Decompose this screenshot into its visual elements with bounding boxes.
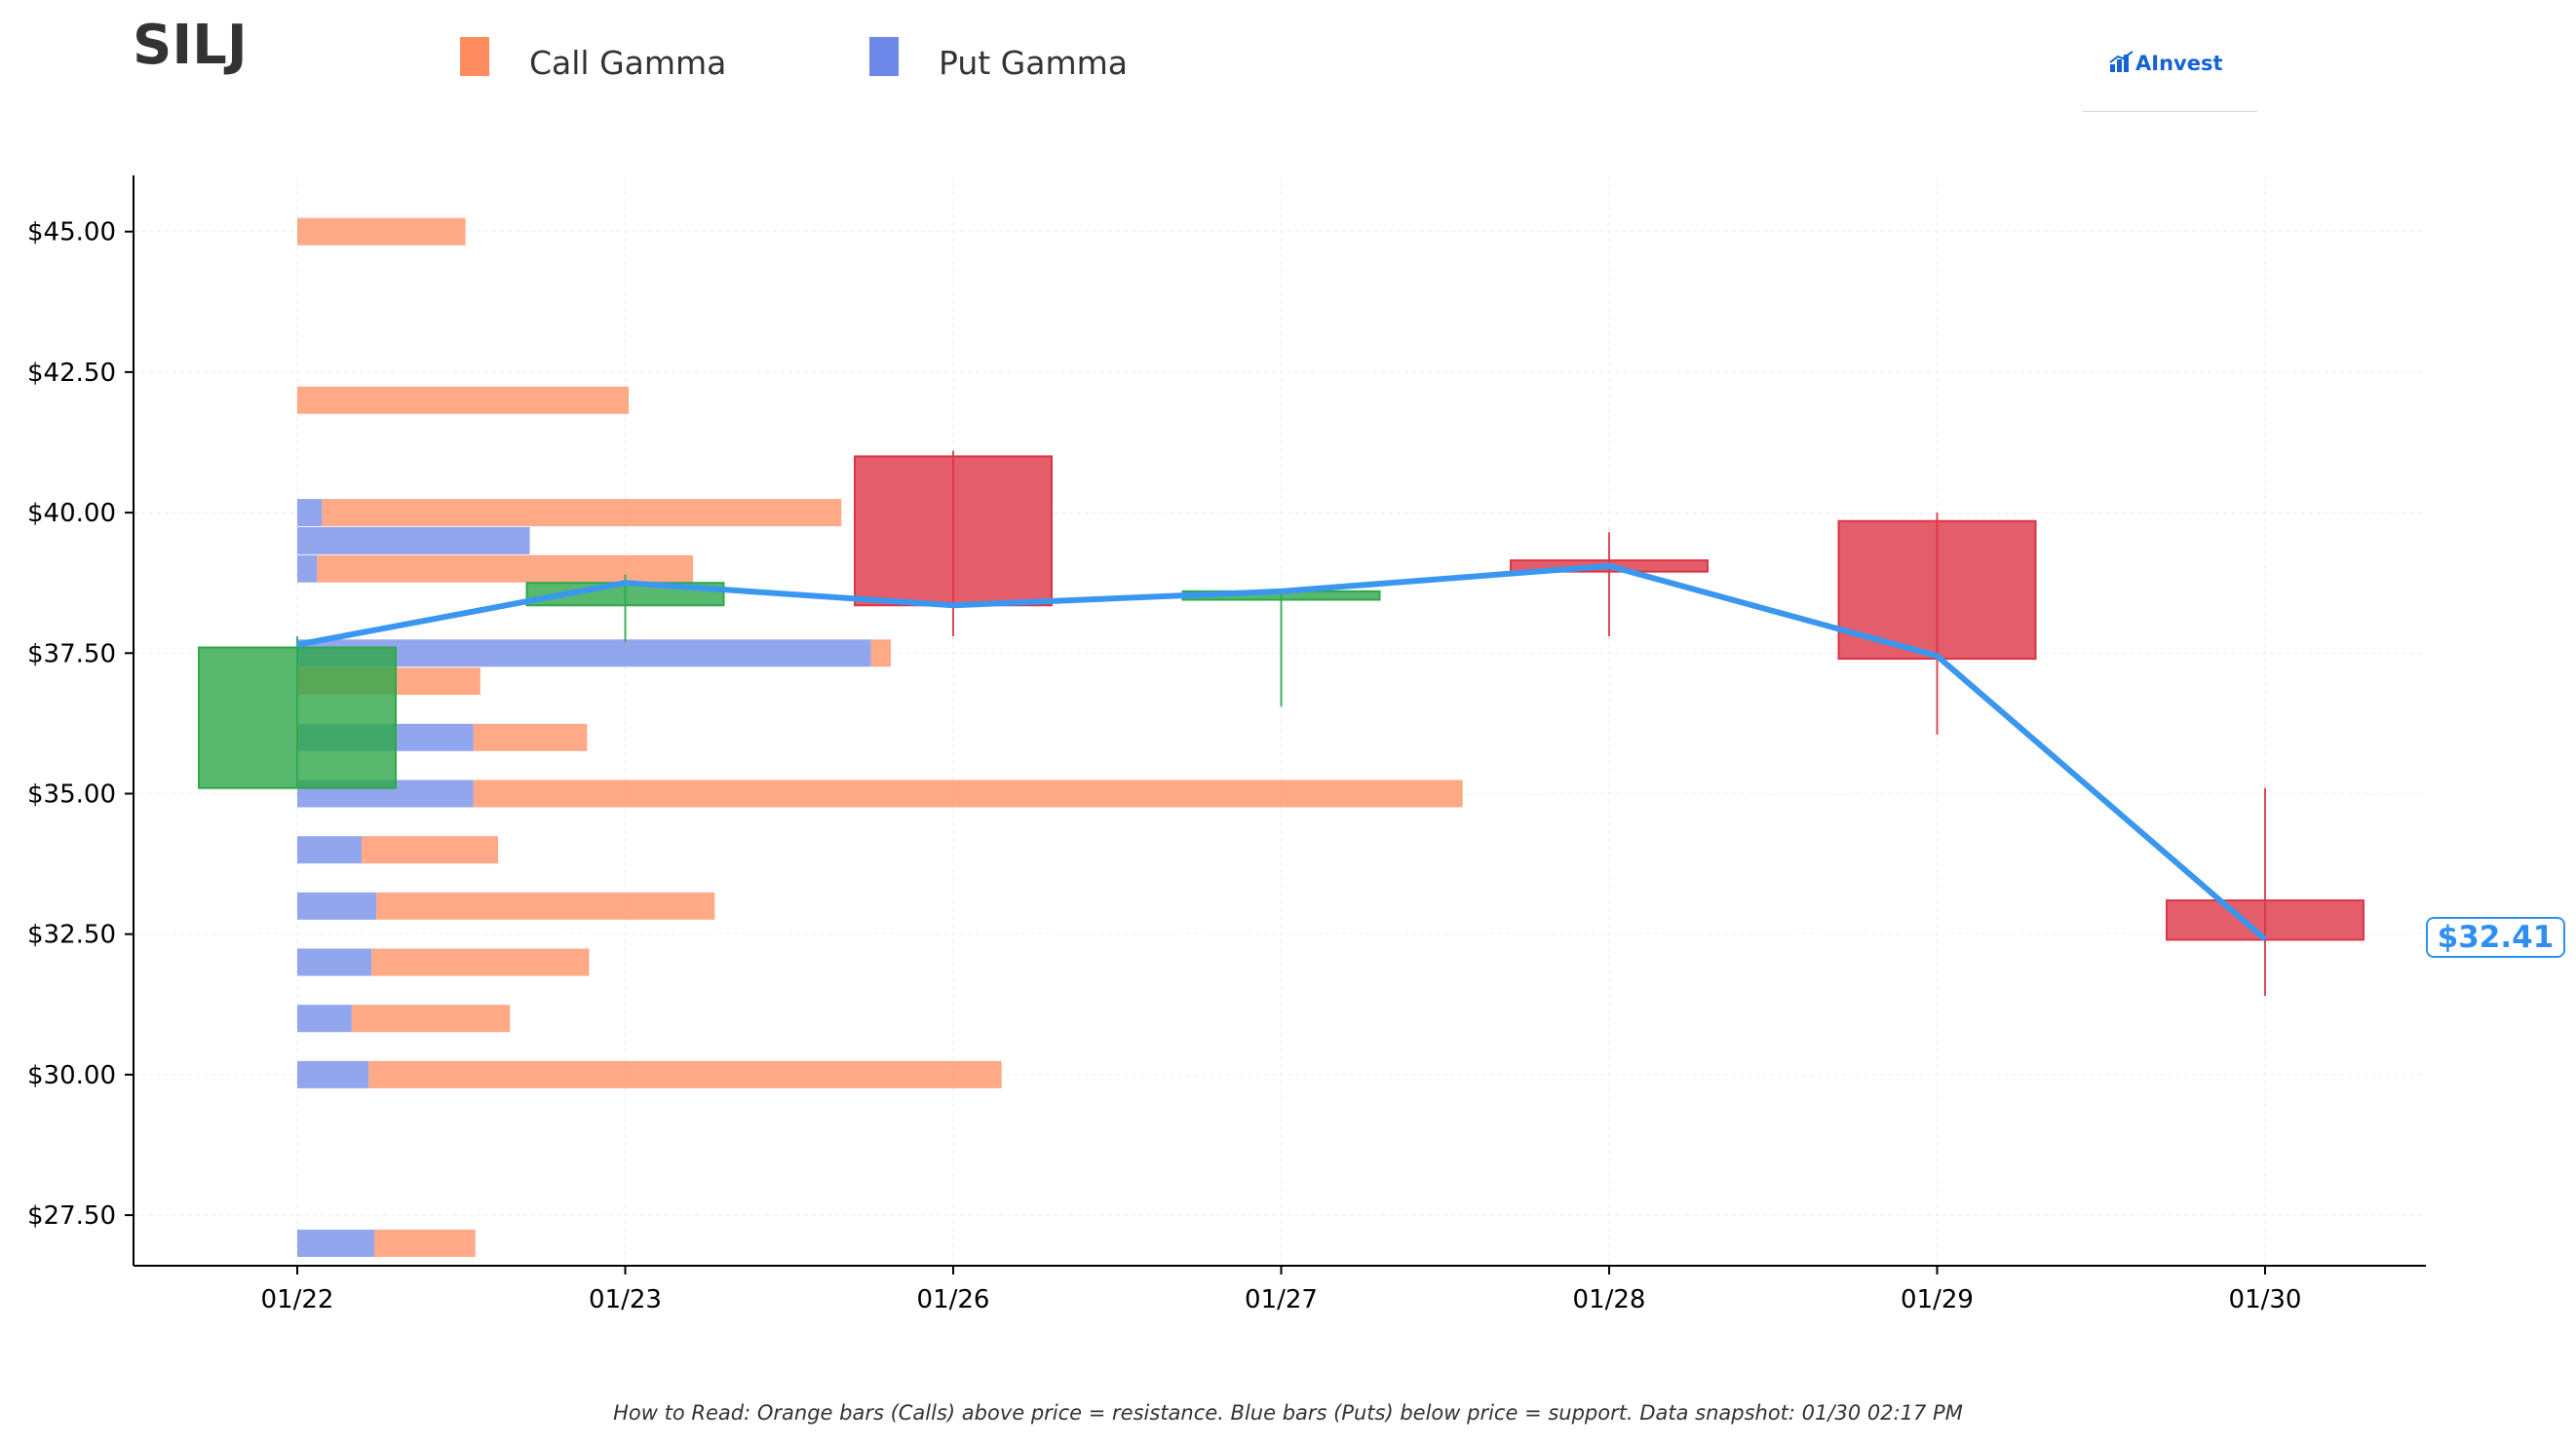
y-tick-label: $45.00 <box>27 218 116 247</box>
x-tick-label: 01/27 <box>1245 1285 1318 1314</box>
put-gamma-bar <box>297 836 362 864</box>
put-gamma-bar <box>297 526 530 554</box>
candle-body <box>854 455 1053 607</box>
legend-swatch-call <box>460 37 489 76</box>
call-gamma-bar <box>322 499 842 527</box>
x-tick-label: 01/22 <box>261 1285 334 1314</box>
put-gamma-bar <box>297 554 318 583</box>
candle-body <box>198 646 397 789</box>
put-gamma-bar <box>297 499 323 527</box>
legend-label-call: Call Gamma <box>529 44 727 82</box>
ticker-title: SILJ <box>133 14 248 77</box>
call-gamma-bar <box>351 1005 511 1033</box>
call-gamma-bar <box>473 723 588 751</box>
y-tick-label: $27.50 <box>27 1201 116 1231</box>
call-gamma-bar <box>368 1060 1002 1088</box>
y-tick-label: $40.00 <box>27 499 116 528</box>
gamma-bars <box>297 217 1463 1257</box>
y-tick-label: $32.50 <box>27 921 116 950</box>
y-tick-label: $42.50 <box>27 359 116 388</box>
call-gamma-bar <box>371 948 590 976</box>
y-tick-label: $30.00 <box>27 1061 116 1090</box>
call-gamma-bar <box>361 836 499 864</box>
x-tick-label: 01/28 <box>1573 1285 1646 1314</box>
call-gamma-bar <box>376 892 715 920</box>
price-line-layer <box>296 562 2267 942</box>
y-tick-label: $37.50 <box>27 639 116 668</box>
candle-body <box>1837 519 2037 661</box>
logo-text: AInvest <box>2135 52 2223 75</box>
current-price-tag: $32.41 <box>2426 917 2565 958</box>
call-gamma-bar <box>473 780 1463 808</box>
x-tick-label: 01/23 <box>589 1285 662 1314</box>
ainvest-logo: AInvest <box>2082 47 2257 112</box>
put-gamma-bar <box>297 1060 369 1088</box>
axes: $27.50 $30.00 $32.50 $35.00 $37.50 $40.00 $42.… <box>27 175 2426 1314</box>
x-tick-label: 01/30 <box>2229 1285 2302 1314</box>
chart-footnote: How to Read: Orange bars (Calls) above p… <box>613 1401 1963 1425</box>
call-gamma-bar <box>297 386 630 414</box>
call-gamma-bar <box>317 554 693 583</box>
price-line <box>296 562 2267 942</box>
put-gamma-bar <box>297 1229 375 1257</box>
x-tick-label: 01/29 <box>1901 1285 1974 1314</box>
call-gamma-bar <box>374 1229 476 1257</box>
call-gamma-bar <box>870 639 891 667</box>
y-tick-label: $35.00 <box>27 780 116 809</box>
grid-lines <box>134 175 2426 1266</box>
legend-swatch-put <box>869 37 899 76</box>
chart-bars-icon <box>2109 51 2134 72</box>
put-gamma-bar <box>297 892 377 920</box>
candle-body <box>2166 899 2365 941</box>
legend-label-put: Put Gamma <box>939 44 1128 82</box>
put-gamma-bar <box>297 1005 352 1033</box>
x-tick-label: 01/26 <box>917 1285 990 1314</box>
put-gamma-bar <box>297 948 372 976</box>
call-gamma-bar <box>297 217 466 246</box>
